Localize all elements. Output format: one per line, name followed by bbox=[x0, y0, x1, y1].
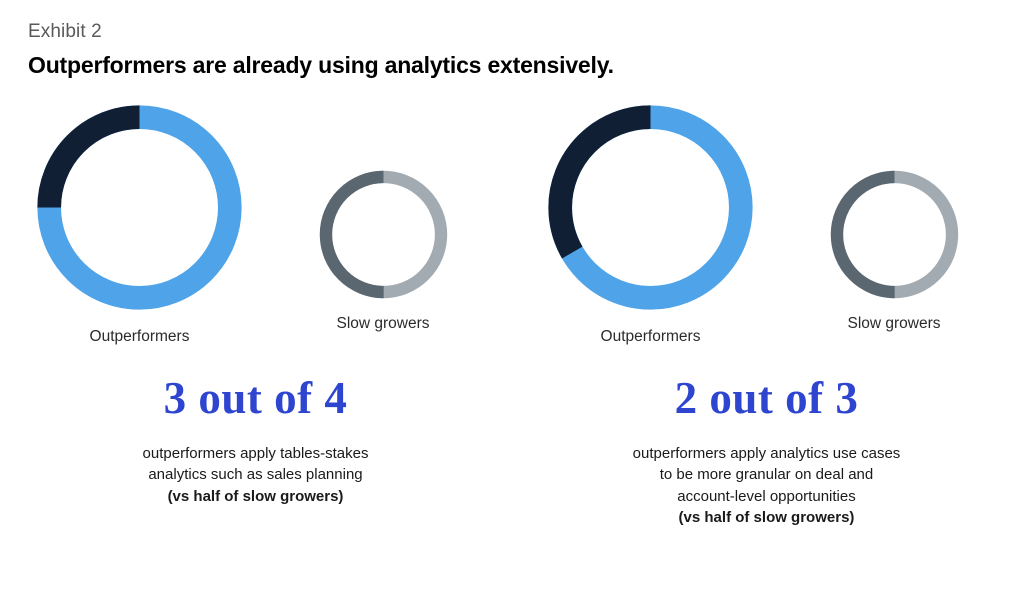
donut-svg-slow-growers-right bbox=[830, 170, 958, 299]
caption-line: account-level opportunities bbox=[677, 487, 856, 505]
page-title: Outperformers are already using analytic… bbox=[28, 52, 614, 78]
caption-comparison: (vs half of slow growers) bbox=[167, 487, 344, 505]
statistic-headline-right: 2 out of 3 bbox=[674, 373, 859, 423]
donut-segment-does-not-apply bbox=[319, 170, 447, 299]
donut-segment-does-not-apply bbox=[37, 105, 242, 310]
donut-svg-outperformers-right bbox=[548, 105, 753, 310]
caption-line: analytics such as sales planning bbox=[148, 466, 363, 484]
donut-segment-does-not-apply bbox=[548, 105, 753, 310]
panels-container: Outperformers Slow growers 3 out of 4 ou… bbox=[0, 100, 1023, 528]
caption-line: outperformers apply analytics use cases bbox=[632, 445, 901, 462]
donut-label-outperformers: Outperformers bbox=[600, 328, 701, 345]
donut-label-slow-growers: Slow growers bbox=[847, 315, 941, 332]
panel-granular-analytics-use-cases: Outperformers Slow growers 2 out of 3 ou… bbox=[511, 100, 1022, 528]
caption-comparison: (vs half of slow growers) bbox=[678, 508, 855, 526]
donut-svg-outperformers-left bbox=[37, 105, 242, 310]
caption-line: outperformers apply tables-stakes bbox=[142, 445, 369, 462]
donut-svg-slow-growers-left bbox=[319, 170, 447, 299]
caption-line: to be more granular on deal and bbox=[659, 466, 874, 484]
donut-label-outperformers: Outperformers bbox=[89, 328, 190, 345]
caption-right: outperformers apply analytics use cases … bbox=[633, 443, 901, 528]
donut-segment-does-not-apply bbox=[830, 170, 958, 299]
donut-chart-slow-growers-left: Slow growers bbox=[267, 100, 499, 333]
caption-left: outperformers apply tables-stakes analyt… bbox=[143, 443, 369, 507]
donut-chart-outperformers-right: Outperformers bbox=[523, 100, 778, 346]
panel-table-stakes-analytics: Outperformers Slow growers 3 out of 4 ou… bbox=[0, 100, 511, 528]
donut-chart-outperformers-left: Outperformers bbox=[12, 100, 267, 346]
charts-row-right: Outperformers Slow growers bbox=[511, 100, 1022, 346]
donut-chart-slow-growers-right: Slow growers bbox=[778, 100, 1010, 333]
exhibit-label: Exhibit 2 bbox=[28, 21, 102, 42]
statistic-headline-left: 3 out of 4 bbox=[163, 373, 348, 423]
charts-row-left: Outperformers Slow growers bbox=[0, 100, 511, 346]
donut-label-slow-growers: Slow growers bbox=[336, 315, 430, 332]
